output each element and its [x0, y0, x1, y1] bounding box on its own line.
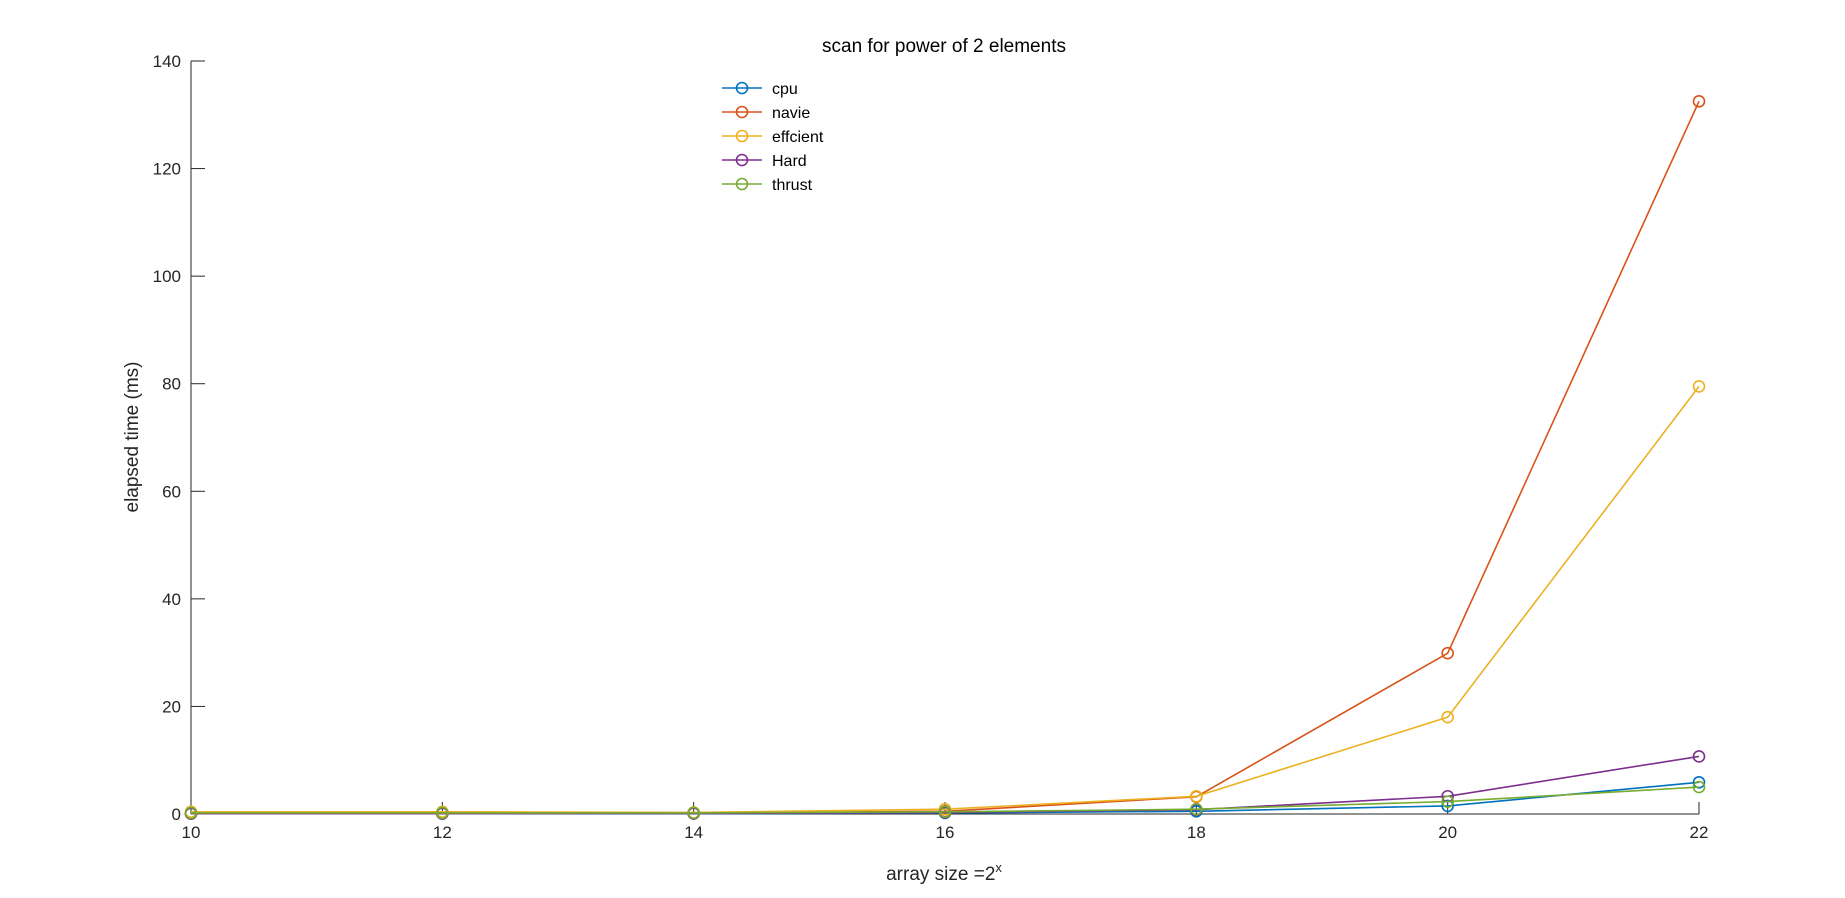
series-effcient: [184, 380, 1706, 819]
series-line-thrust: [191, 786, 1700, 814]
y-tick-label: 40: [162, 590, 181, 609]
series-line-navie: [191, 100, 1700, 815]
chart-title: scan for power of 2 elements: [822, 36, 1066, 57]
data-point-effcient: [1441, 710, 1454, 724]
x-tick-label: 10: [182, 823, 201, 842]
data-point-thrust: [1692, 780, 1706, 794]
x-tick-label: 20: [1438, 823, 1457, 842]
legend-item-Hard: Hard: [722, 153, 807, 170]
data-point-thrust: [1190, 802, 1203, 816]
legend-swatch-marker: [735, 129, 749, 143]
data-point-effcient: [1190, 789, 1203, 803]
x-axis-label: array size =2x: [886, 860, 1002, 885]
x-axis-label-superscript: x: [995, 860, 1002, 875]
data-point-cpu: [1441, 799, 1454, 813]
legend-swatch-marker: [735, 153, 749, 167]
series-layer: [184, 95, 1706, 821]
legend-item-effcient: effcient: [722, 129, 824, 146]
data-point-thrust: [687, 806, 700, 820]
x-tick-label: 18: [1187, 823, 1206, 842]
y-tick-label: 100: [153, 267, 181, 286]
legend-label: effcient: [772, 129, 824, 146]
x-tick-label: 12: [433, 823, 452, 842]
legend-swatch-marker: [735, 105, 749, 119]
series-navie: [184, 95, 1706, 820]
data-point-navie: [1441, 646, 1454, 660]
y-tick-label: 120: [153, 160, 181, 179]
legend-item-navie: navie: [722, 105, 810, 122]
data-point-thrust: [436, 806, 449, 820]
legend-item-thrust: thrust: [722, 177, 813, 194]
series-line-effcient: [191, 385, 1700, 814]
x-tick-label: 22: [1690, 823, 1709, 842]
series-thrust: [184, 780, 1706, 820]
y-tick-label: 80: [162, 375, 181, 394]
legend-label: cpu: [772, 81, 798, 98]
y-axis-label: elapsed time (ms): [122, 362, 143, 513]
y-tick-label: 140: [153, 52, 181, 71]
y-tick-label: 0: [172, 805, 181, 824]
data-point-thrust: [938, 805, 952, 819]
legend-swatch-marker: [735, 81, 749, 95]
data-point-thrust: [1441, 795, 1454, 808]
legend-label: navie: [772, 105, 810, 122]
legend-item-cpu: cpu: [722, 81, 798, 98]
data-point-effcient: [1692, 380, 1706, 393]
y-tick-label: 20: [162, 697, 181, 716]
data-point-thrust: [184, 806, 198, 820]
x-tick-label: 14: [684, 823, 703, 842]
data-point-Hard: [1692, 750, 1706, 763]
legend-swatch-marker: [735, 177, 749, 191]
axes: 10 12 14 16 18 20 22 0 20 40 60 80 100 120 140: [153, 52, 1709, 842]
legend-label: Hard: [772, 153, 807, 170]
y-tick-label: 60: [162, 482, 181, 501]
data-point-navie: [1692, 95, 1706, 108]
legend-label: thrust: [772, 177, 813, 194]
legend: cpu navie effcient Hard thrust: [722, 81, 824, 194]
x-tick-label: 16: [936, 823, 955, 842]
x-axis-label-main: array size =2: [886, 864, 995, 885]
